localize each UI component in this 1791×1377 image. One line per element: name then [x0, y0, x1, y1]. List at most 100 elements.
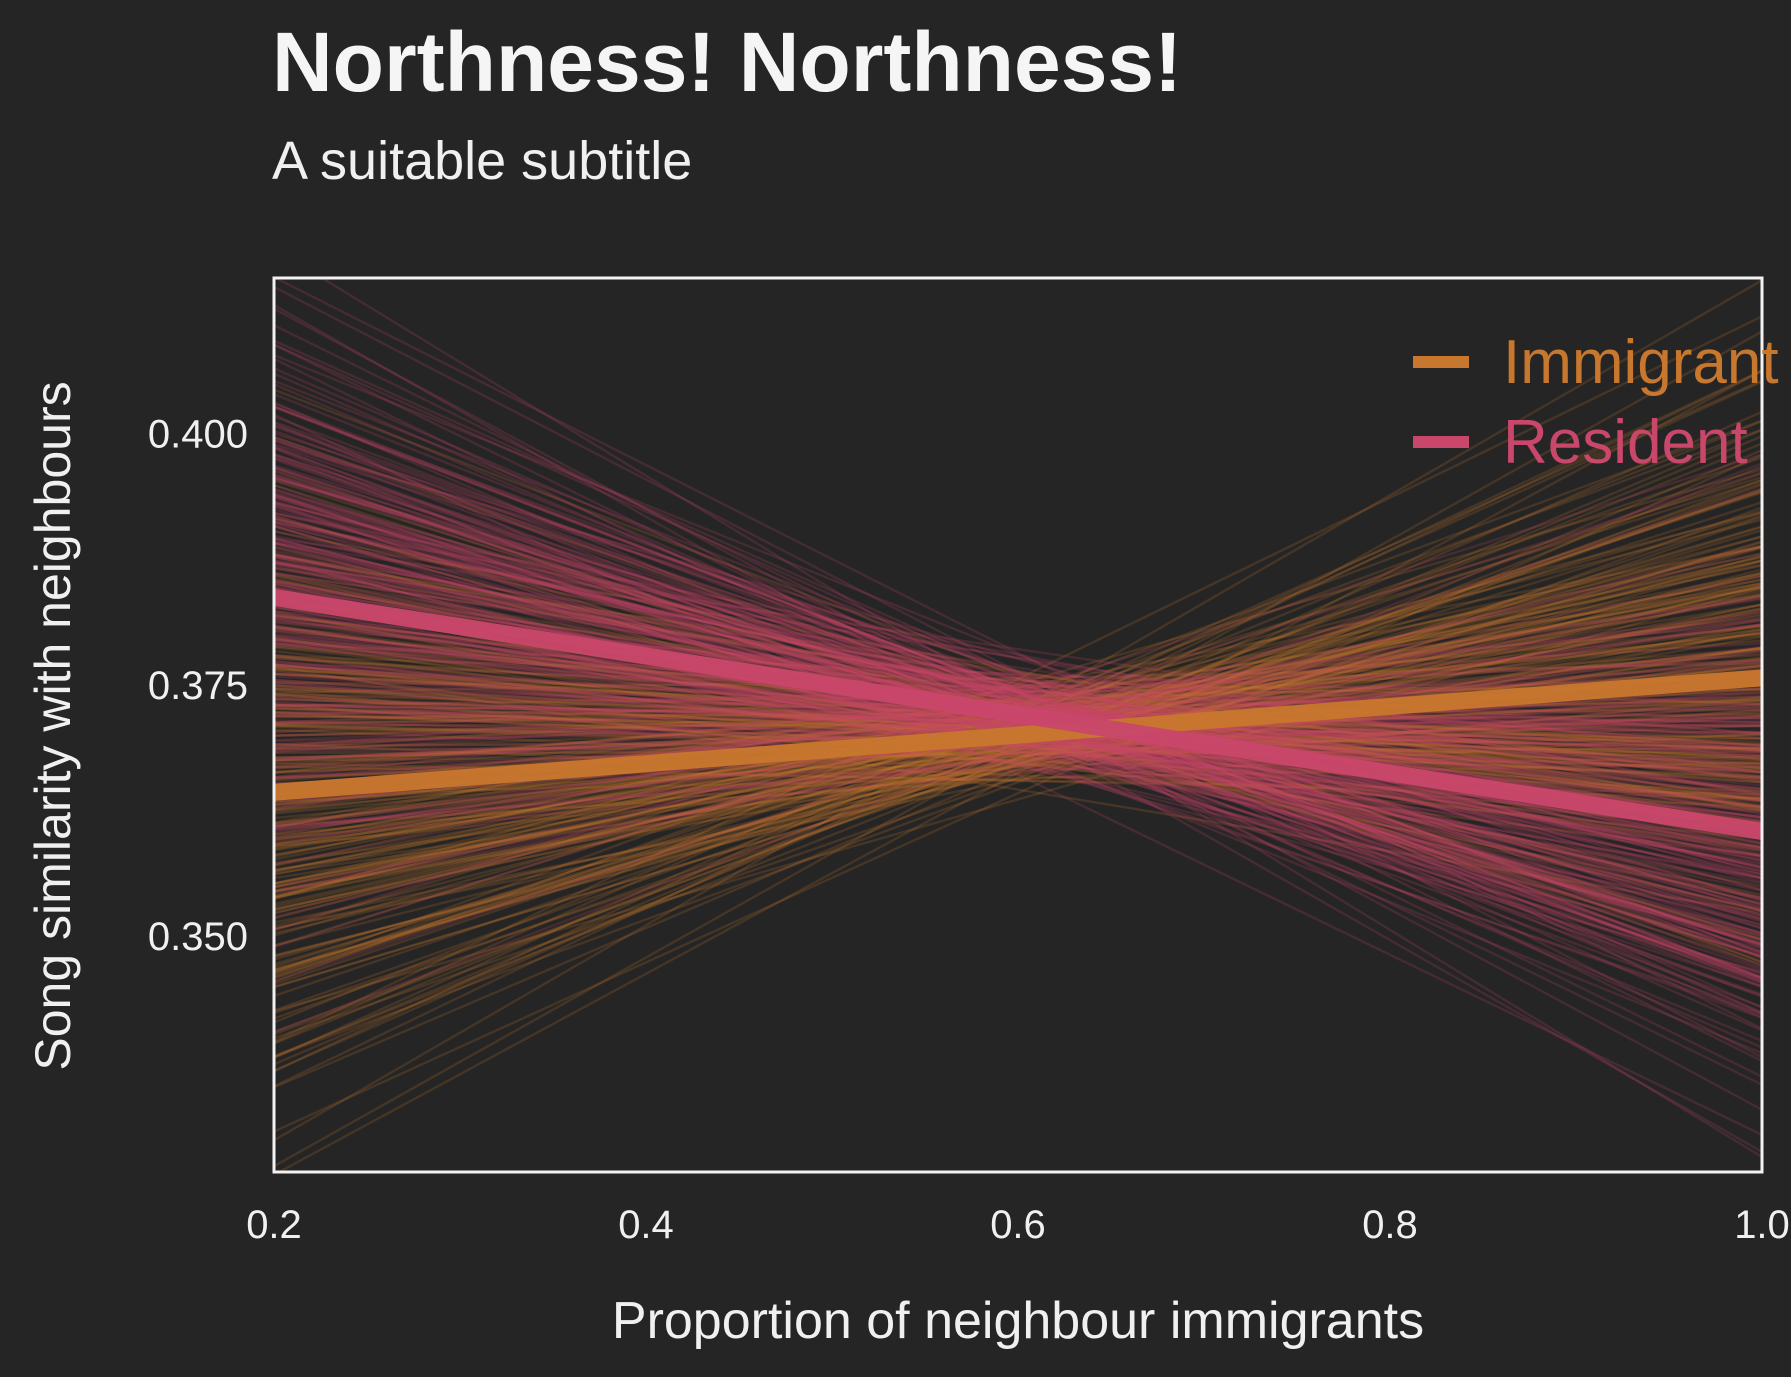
immigrant-draw-line: [274, 481, 1762, 1012]
resident-draw-line: [274, 541, 1762, 905]
x-axis-label: Proportion of neighbour immigrants: [612, 1292, 1424, 1350]
immigrant-draw-line: [274, 571, 1762, 958]
immigrant-draw-line: [274, 695, 1762, 751]
resident-draw-line: [274, 623, 1762, 826]
resident-draw-line: [274, 653, 1762, 835]
immigrant-draw-line: [274, 639, 1762, 771]
immigrant-draw-line: [274, 715, 1762, 804]
immigrant-draw-line: [274, 419, 1762, 974]
resident-draw-line: [274, 617, 1762, 779]
resident-draw-line: [274, 702, 1762, 825]
immigrant-draw-line: [274, 750, 1762, 755]
resident-draw-line: [274, 405, 1762, 979]
immigrant-draw-line: [274, 637, 1762, 769]
x-axis-ticks: 0.2 0.4 0.6 0.8 1.0: [246, 1203, 1790, 1247]
immigrant-draw-line: [274, 428, 1762, 984]
immigrant-draw-line: [274, 529, 1762, 972]
immigrant-draw-line: [274, 654, 1762, 836]
resident-draw-line: [274, 542, 1762, 956]
immigrant-draw-line: [274, 583, 1762, 809]
immigrant-draw-line: [274, 688, 1762, 840]
resident-draw-line: [274, 343, 1762, 1014]
immigrant-draw-line: [274, 653, 1762, 750]
chart-subtitle: A suitable subtitle: [272, 131, 693, 191]
resident-draw-line: [274, 444, 1762, 930]
resident-draw-line: [274, 504, 1762, 988]
immigrant-draw-line: [274, 435, 1762, 1059]
immigrant-draw-line: [274, 613, 1762, 840]
resident-draw-line: [274, 401, 1762, 1049]
immigrant-draw-line: [274, 552, 1762, 858]
immigrant-draw-line: [274, 589, 1762, 857]
resident-draw-line: [274, 521, 1762, 796]
resident-draw-line: [274, 453, 1762, 935]
immigrant-draw-line: [274, 746, 1762, 762]
immigrant-draw-line: [274, 733, 1762, 759]
resident-draw-line: [274, 708, 1762, 840]
immigrant-draw-line: [274, 578, 1762, 824]
resident-draw-line: [274, 435, 1762, 949]
resident-draw-line: [274, 520, 1762, 869]
resident-draw-line: [274, 476, 1762, 917]
resident-draw-line: [274, 420, 1762, 959]
resident-draw-line: [274, 712, 1762, 737]
resident-draw-line: [274, 571, 1762, 802]
resident-draw-line: [274, 561, 1762, 796]
immigrant-draw-line: [274, 630, 1762, 892]
resident-draw-line: [274, 468, 1762, 984]
resident-draw-line: [274, 354, 1762, 956]
immigrant-draw-line: [274, 723, 1762, 766]
immigrant-draw-line: [274, 546, 1762, 972]
resident-draw-line: [274, 688, 1762, 830]
immigrant-draw-line: [274, 541, 1762, 989]
resident-draw-line: [274, 605, 1762, 885]
resident-draw-line: [274, 517, 1762, 873]
resident-draw-line: [274, 551, 1762, 895]
resident-draw-line: [274, 476, 1762, 879]
resident-draw-line: [274, 623, 1762, 748]
resident-draw-line: [274, 658, 1762, 717]
immigrant-draw-line: [274, 449, 1762, 1089]
resident-draw-line: [274, 545, 1762, 858]
immigrant-draw-line: [274, 603, 1762, 845]
resident-draw-line: [274, 554, 1762, 782]
resident-draw-line: [274, 624, 1762, 865]
immigrant-draw-line: [274, 606, 1762, 910]
legend: Immigrant Resident: [1413, 328, 1779, 477]
resident-draw-line: [274, 437, 1762, 969]
resident-draw-line: [274, 429, 1762, 982]
immigrant-draw-line: [274, 592, 1762, 856]
immigrant-draw-line: [274, 649, 1762, 865]
immigrant-draw-line: [274, 530, 1762, 812]
resident-draw-line: [274, 555, 1762, 974]
resident-draw-line: [274, 536, 1762, 762]
resident-draw-line: [274, 662, 1762, 721]
resident-draw-line: [274, 415, 1762, 980]
chart-title: Northness! Northness!: [272, 15, 1183, 109]
resident-draw-line: [274, 516, 1762, 891]
x-tick-label: 0.4: [618, 1203, 674, 1247]
immigrant-legend-label: Immigrant: [1503, 328, 1779, 397]
immigrant-draw-line: [274, 607, 1762, 885]
resident-draw-line: [274, 523, 1762, 863]
resident-draw-line: [274, 466, 1762, 941]
immigrant-draw-line: [274, 711, 1762, 778]
resident-draw-line: [274, 285, 1762, 1059]
immigrant-draw-line: [274, 662, 1762, 694]
resident-draw-line: [274, 642, 1762, 734]
resident-draw-line: [274, 453, 1762, 932]
immigrant-draw-line: [274, 628, 1762, 930]
resident-draw-line: [274, 473, 1762, 927]
immigrant-draw-line: [274, 540, 1762, 989]
resident-draw-line: [274, 383, 1762, 1019]
resident-draw-line: [274, 502, 1762, 1016]
immigrant-draw-line: [274, 732, 1762, 828]
immigrant-draw-line: [274, 656, 1762, 748]
resident-draw-line: [274, 553, 1762, 900]
immigrant-draw-line: [274, 625, 1762, 774]
x-tick-label: 1.0: [1734, 1203, 1790, 1247]
resident-draw-line: [274, 702, 1762, 828]
immigrant-draw-line: [274, 465, 1762, 1058]
immigrant-draw-line: [274, 478, 1762, 1036]
resident-draw-line: [274, 339, 1762, 1009]
